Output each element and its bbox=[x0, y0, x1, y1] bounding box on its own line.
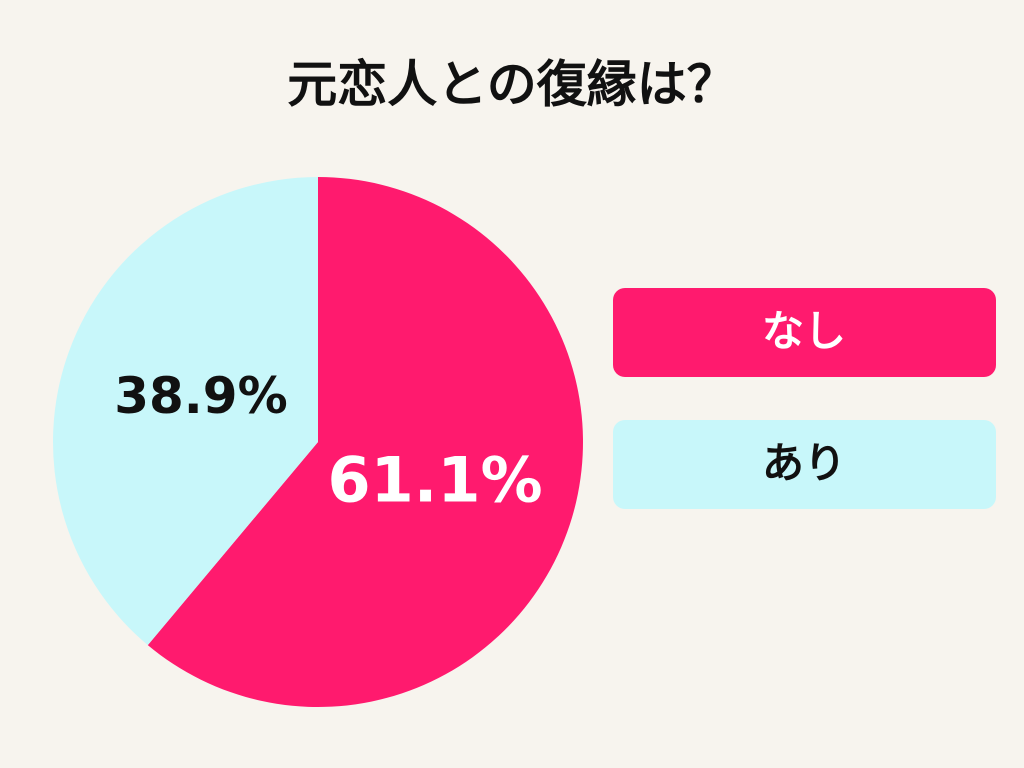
pie-slice bbox=[147, 177, 583, 707]
data-label: 61.1% bbox=[328, 444, 543, 517]
legend-box bbox=[613, 420, 996, 509]
legend-label: あり bbox=[762, 439, 846, 488]
legend-label: なし bbox=[762, 307, 846, 356]
legend-box bbox=[613, 288, 996, 377]
chart-title: 元恋人との復縁は？ bbox=[287, 56, 737, 114]
pie-slice bbox=[52, 177, 318, 646]
data-label: 38.9% bbox=[114, 367, 287, 425]
